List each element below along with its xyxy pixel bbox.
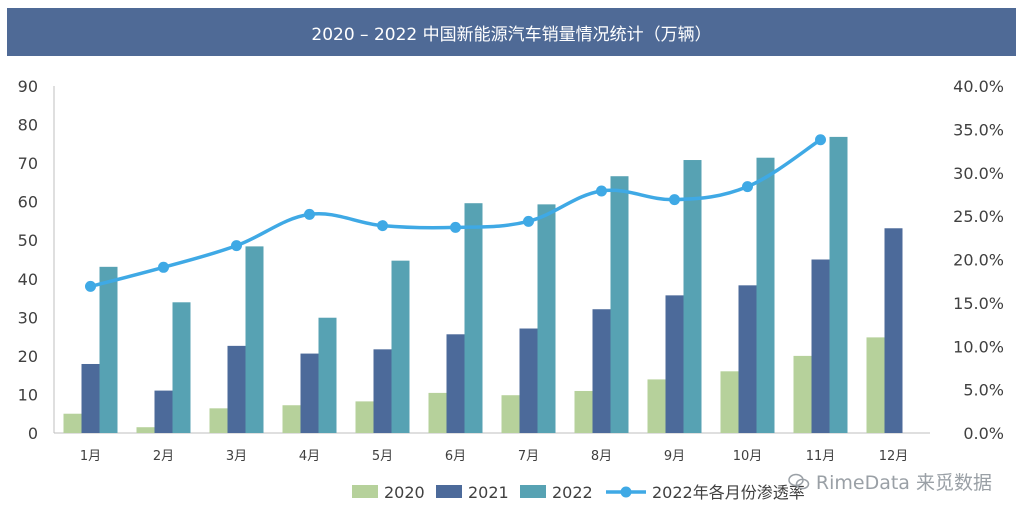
legend-swatch-dot xyxy=(620,486,632,498)
penetration-point xyxy=(85,280,96,292)
bar-2020 xyxy=(136,427,155,433)
x-tick-label: 8月 xyxy=(591,449,612,464)
bar-2021 xyxy=(811,259,830,433)
y-tick-right: 25.0% xyxy=(953,207,1004,226)
bar-2020 xyxy=(209,408,228,433)
chart-area: 0 10 20 30 40 50 60 70 80 90 0.0% 5.0% 10.0% 15.0% 20.… xyxy=(0,56,1024,524)
watermark: RimeData 来觅数据 xyxy=(788,468,992,495)
y-tick-left: 20 xyxy=(18,347,38,366)
bar-2020 xyxy=(63,413,82,433)
x-tick-label: 9月 xyxy=(664,449,685,464)
bar-2022 xyxy=(683,160,702,433)
x-tick-label: 5月 xyxy=(372,449,393,464)
penetration-point xyxy=(231,240,242,252)
bar-2020 xyxy=(720,371,739,433)
y-tick-right: 30.0% xyxy=(953,164,1004,183)
y-tick-right: 5.0% xyxy=(963,381,1004,400)
bar-2021 xyxy=(373,349,392,433)
y-tick-right: 15.0% xyxy=(953,294,1004,313)
y-tick-left: 60 xyxy=(18,193,38,212)
bar-2020 xyxy=(355,401,374,433)
penetration-point xyxy=(596,185,607,197)
watermark-text: RimeData 来觅数据 xyxy=(815,472,992,494)
bar-2020 xyxy=(647,379,666,433)
penetration-line xyxy=(90,138,822,289)
bar-2021 xyxy=(738,285,757,433)
bar-2021 xyxy=(446,334,465,433)
bar-2021 xyxy=(519,328,538,433)
bar-2022 xyxy=(464,203,483,433)
x-tick-label: 7月 xyxy=(518,449,539,464)
bar-2022 xyxy=(318,317,337,433)
penetration-point xyxy=(158,261,169,273)
y-tick-right: 0.0% xyxy=(963,424,1004,443)
y-tick-left: 10 xyxy=(18,385,38,404)
bar-2022 xyxy=(756,157,775,434)
chart-title: 2020 – 2022 中国新能源汽车销量情况统计（万辆） xyxy=(7,8,1016,56)
penetration-point xyxy=(377,220,388,232)
y-tick-left: 70 xyxy=(18,154,38,173)
bar-2022 xyxy=(245,246,264,433)
y-tick-right: 20.0% xyxy=(953,251,1004,270)
legend-label-2021: 2021 xyxy=(468,483,509,502)
x-tick-label: 6月 xyxy=(445,449,466,464)
x-tick-label: 12月 xyxy=(879,449,909,464)
bar-2020 xyxy=(866,337,885,433)
legend-label-2022: 2022 xyxy=(552,483,593,502)
y-tick-right: 35.0% xyxy=(953,120,1004,139)
bar-2020 xyxy=(501,395,520,433)
bar-2022 xyxy=(537,204,556,433)
bar-2020 xyxy=(574,390,593,433)
wechat-icon xyxy=(788,473,810,489)
bar-2021 xyxy=(884,228,903,433)
y-tick-right: 40.0% xyxy=(953,77,1004,96)
bar-2021 xyxy=(300,353,319,433)
penetration-point xyxy=(304,208,315,220)
y-tick-left: 0 xyxy=(28,424,38,443)
bar-2021 xyxy=(81,363,100,433)
bar-2021 xyxy=(154,390,173,433)
penetration-point xyxy=(742,181,753,193)
legend-swatch-2022 xyxy=(520,485,546,498)
x-tick-label: 10月 xyxy=(733,449,763,464)
penetration-point xyxy=(669,194,680,206)
y-tick-left: 50 xyxy=(18,231,38,250)
x-tick-label: 3月 xyxy=(226,449,247,464)
bar-2021 xyxy=(227,345,246,433)
bar-2020 xyxy=(793,355,812,433)
chart-svg: 0 10 20 30 40 50 60 70 80 90 0.0% 5.0% 10.0% 15.0% 20.… xyxy=(18,77,1004,502)
bar-2022 xyxy=(610,176,629,433)
y-tick-left: 30 xyxy=(18,308,38,327)
penetration-point xyxy=(450,221,461,233)
x-tick-label: 11月 xyxy=(806,449,836,464)
bar-2020 xyxy=(428,392,447,433)
legend-label-2020: 2020 xyxy=(384,483,425,502)
penetration-point xyxy=(523,215,534,227)
y-tick-right: 10.0% xyxy=(953,337,1004,356)
y-tick-left: 40 xyxy=(18,270,38,289)
bar-2022 xyxy=(172,302,191,433)
bar-2021 xyxy=(592,309,611,433)
penetration-point xyxy=(815,134,826,146)
x-tick-label: 1月 xyxy=(80,449,101,464)
y-tick-left: 90 xyxy=(18,77,38,96)
bar-2022 xyxy=(829,136,848,433)
bar-2020 xyxy=(282,405,301,433)
bar-2021 xyxy=(665,295,684,433)
x-tick-label: 4月 xyxy=(299,449,320,464)
legend-swatch-2020 xyxy=(352,485,378,498)
legend-label-line: 2022年各月份渗透率 xyxy=(652,483,805,502)
y-tick-left: 80 xyxy=(18,116,38,135)
legend-swatch-2021 xyxy=(436,485,462,498)
bar-2022 xyxy=(391,260,410,433)
bar-2022 xyxy=(99,266,118,433)
x-tick-label: 2月 xyxy=(153,449,174,464)
